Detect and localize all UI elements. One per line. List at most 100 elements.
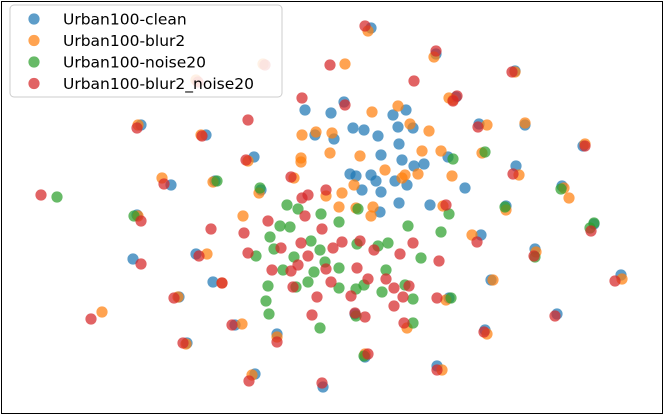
data-point <box>549 310 561 322</box>
data-point <box>424 199 436 211</box>
data-point <box>242 114 254 126</box>
data-point <box>375 149 387 161</box>
data-point <box>376 286 388 298</box>
data-point <box>478 326 490 338</box>
legend-marker <box>28 56 40 68</box>
data-point <box>314 244 326 256</box>
data-point <box>366 106 378 118</box>
data-point <box>440 199 452 211</box>
data-point <box>392 100 404 112</box>
data-point <box>35 189 47 201</box>
legend-label: Urban100-clean <box>63 11 187 29</box>
data-point <box>506 66 518 78</box>
data-point <box>264 231 276 243</box>
data-point <box>263 308 275 320</box>
data-point <box>352 203 364 215</box>
data-point <box>412 168 424 180</box>
points-layer <box>35 20 628 393</box>
data-point <box>445 292 457 304</box>
data-point <box>287 281 299 293</box>
data-point <box>382 237 394 249</box>
data-point <box>555 183 567 195</box>
data-point <box>435 145 447 157</box>
data-point <box>359 20 371 32</box>
data-point <box>348 179 360 191</box>
data-point <box>402 220 414 232</box>
data-point <box>339 58 351 70</box>
data-point <box>336 187 348 199</box>
data-point <box>315 208 327 220</box>
data-point <box>326 127 338 139</box>
data-point <box>211 175 223 187</box>
data-point <box>305 235 317 247</box>
data-point <box>407 293 419 305</box>
data-point <box>359 311 371 323</box>
data-point <box>275 242 287 254</box>
data-point <box>131 122 143 134</box>
data-point <box>311 291 323 303</box>
data-point <box>579 140 591 152</box>
data-point <box>158 178 170 190</box>
data-point <box>316 377 328 389</box>
data-point <box>236 318 248 330</box>
data-point <box>339 99 351 111</box>
data-point <box>96 306 108 318</box>
data-point <box>408 75 420 87</box>
data-point <box>362 273 374 285</box>
data-point <box>336 236 348 248</box>
data-point <box>479 146 491 158</box>
data-point <box>407 317 419 329</box>
data-point <box>397 291 409 303</box>
data-point <box>292 259 304 271</box>
data-point <box>262 215 274 227</box>
data-point <box>296 129 308 141</box>
data-point <box>237 210 249 222</box>
data-point <box>431 364 443 376</box>
data-point <box>354 150 366 162</box>
data-point <box>407 237 419 249</box>
data-point <box>284 221 296 233</box>
data-point <box>387 109 399 121</box>
data-point <box>345 290 357 302</box>
data-point <box>266 264 278 276</box>
data-point <box>295 156 307 168</box>
data-point <box>320 184 332 196</box>
data-point <box>443 208 455 220</box>
legend-marker <box>28 77 40 90</box>
data-point <box>585 225 597 237</box>
data-point <box>242 247 254 259</box>
data-point <box>344 168 356 180</box>
data-point <box>609 275 621 287</box>
data-point <box>375 186 387 198</box>
data-point <box>398 317 410 329</box>
data-point <box>324 59 336 71</box>
data-point <box>404 118 416 130</box>
data-point <box>316 223 328 235</box>
data-point <box>308 266 320 278</box>
data-point <box>388 282 400 294</box>
legend-label: Urban100-blur2_noise20 <box>63 75 254 94</box>
legend-marker <box>28 34 40 47</box>
data-point <box>388 300 400 312</box>
data-point <box>379 164 391 176</box>
data-point <box>135 258 147 270</box>
data-point <box>324 147 336 159</box>
legend-marker <box>28 13 40 25</box>
data-point <box>392 121 404 133</box>
data-point <box>135 215 147 227</box>
legend-items: Urban100-clean Urban100-blur2 Urban100-noi… <box>28 11 254 94</box>
data-point <box>127 253 139 265</box>
data-point <box>177 337 189 349</box>
data-point <box>418 158 430 170</box>
data-point <box>431 292 443 304</box>
data-point <box>403 280 415 292</box>
data-point <box>240 154 252 166</box>
data-point <box>168 292 180 304</box>
data-point <box>299 210 311 222</box>
data-point <box>507 168 519 180</box>
data-point <box>433 255 445 267</box>
data-point <box>302 250 314 262</box>
data-point <box>310 126 322 138</box>
